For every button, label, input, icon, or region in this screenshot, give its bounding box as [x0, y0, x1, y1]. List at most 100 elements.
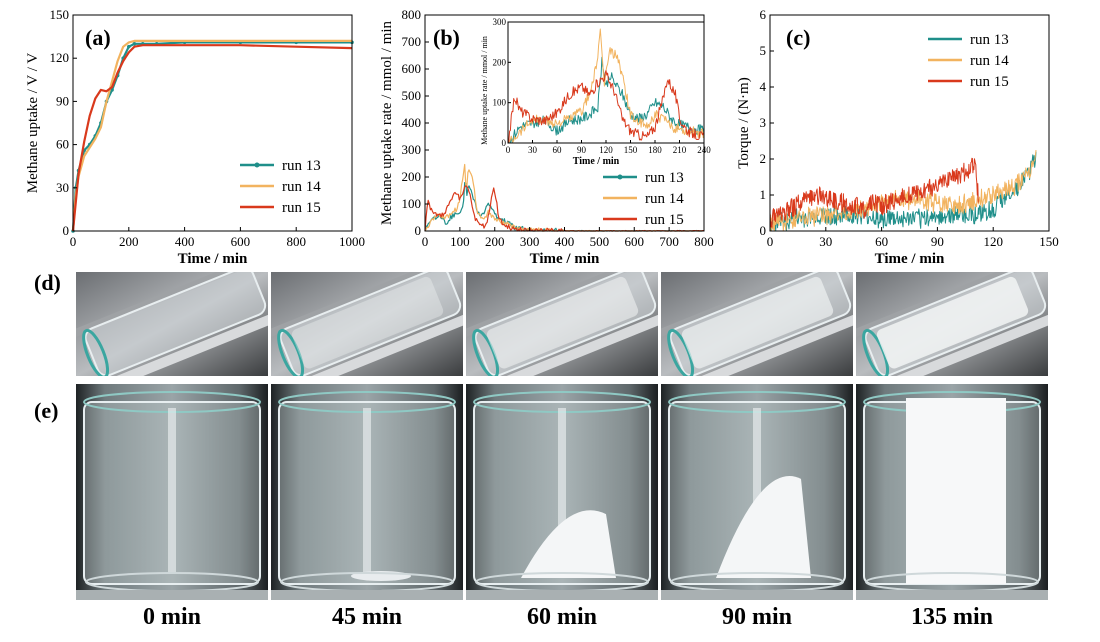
x-axis-label: Time / min — [178, 251, 248, 267]
legend-label: run 14 — [970, 53, 1009, 69]
inset-y-tick-label: 300 — [493, 17, 507, 27]
x-tick-label: 1000 — [339, 234, 365, 249]
x-tick-label: 400 — [175, 234, 195, 249]
x-tick-label: 60 — [875, 234, 888, 249]
y-tick-label: 600 — [402, 61, 422, 76]
y-tick-label: 300 — [402, 142, 422, 157]
legend-label: run 14 — [282, 179, 321, 195]
legend-marker — [617, 174, 623, 180]
inset-x-tick-label: 210 — [673, 145, 687, 155]
legend-label: run 14 — [645, 191, 684, 207]
panel-label: (c) — [786, 25, 810, 50]
x-tick-label: 120 — [983, 234, 1003, 249]
x-tick-label: 0 — [70, 234, 77, 249]
series-line — [71, 44, 353, 232]
legend: run 13 run 14 run 15 — [928, 32, 1009, 90]
inset-x-tick-label: 180 — [648, 145, 662, 155]
time-label: 135 min — [910, 604, 993, 630]
photo-e-1 — [76, 384, 268, 600]
x-axis-label: Time / min — [875, 251, 945, 267]
inset-y-tick-label: 0 — [502, 138, 507, 148]
inset-x-tick-label: 90 — [577, 145, 587, 155]
inset-x-tick-label: 120 — [599, 145, 613, 155]
data-point — [127, 44, 131, 49]
y-tick-label: 400 — [402, 115, 422, 130]
legend-label: run 13 — [970, 32, 1009, 48]
x-tick-label: 800 — [694, 234, 714, 249]
photo-d-4 — [661, 272, 853, 376]
series-run-15 — [769, 157, 979, 228]
time-label: 60 min — [526, 604, 597, 630]
y-axis-label: Methane uptake / V / V — [25, 53, 41, 194]
chart-c: 0 30 60 90 120 150 0 1 2 3 4 5 6 Time / min Torque / (… — [736, 7, 1059, 267]
x-tick-label: 90 — [931, 234, 944, 249]
x-tick-label: 200 — [119, 234, 139, 249]
photo-d-2 — [271, 272, 463, 376]
y-tick-label: 800 — [402, 7, 422, 22]
photo-drawing — [856, 384, 1048, 600]
y-tick-label: 1 — [760, 187, 767, 202]
y-tick-label: 30 — [56, 180, 69, 195]
legend-label: run 13 — [282, 158, 321, 174]
inset-x-tick-label: 0 — [506, 145, 511, 155]
photo-d-5 — [856, 272, 1048, 376]
series-line — [769, 157, 979, 228]
legend-label: run 15 — [645, 212, 684, 228]
inset-x-tick-label: 240 — [697, 145, 711, 155]
plot-frame — [72, 14, 353, 232]
photo-drawing — [271, 384, 463, 600]
y-tick-label: 4 — [760, 79, 767, 94]
inset-series-group — [508, 28, 704, 143]
inset-x-tick-label: 60 — [553, 145, 563, 155]
y-tick-label: 0 — [63, 223, 70, 238]
inset-y-tick-label: 200 — [493, 57, 507, 67]
series-run-14 — [71, 39, 352, 232]
inset-series-run-15 — [508, 70, 704, 143]
y-tick-label: 60 — [56, 137, 69, 152]
photo-d-3 — [466, 272, 658, 376]
y-tick-label: 0 — [760, 223, 767, 238]
y-tick-label: 5 — [760, 43, 767, 58]
series-line — [71, 39, 352, 232]
inset-y-tick-label: 100 — [493, 98, 507, 108]
chart-b-inset: 0 30 60 90 120 150 180 210 240 0 100 200 300 Time / m… — [480, 17, 711, 167]
x-tick-label: 600 — [625, 234, 645, 249]
photo-drawing — [76, 384, 268, 600]
y-tick-label: 200 — [402, 169, 422, 184]
time-label: 0 min — [142, 604, 201, 630]
x-tick-label: 400 — [555, 234, 575, 249]
photo-drawing — [271, 272, 463, 376]
y-tick-label: 2 — [760, 151, 767, 166]
y-axis-label: Torque / (N·m) — [736, 77, 752, 168]
series-run-14 — [769, 150, 1037, 232]
x-tick-label: 0 — [767, 234, 774, 249]
y-axis-label: Methane uptake rate / mmol / min — [379, 20, 395, 225]
panel-label: (b) — [433, 25, 460, 50]
photo-e-2 — [271, 384, 463, 600]
data-point — [132, 42, 137, 46]
photo-drawing — [856, 272, 1048, 376]
x-tick-label: 30 — [819, 234, 832, 249]
y-tick-label: 0 — [415, 223, 422, 238]
series-run-15 — [71, 44, 353, 232]
photo-drawing — [76, 272, 268, 376]
time-label: 45 min — [331, 604, 402, 630]
photo-drawing — [661, 272, 853, 376]
y-tick-label: 100 — [402, 196, 422, 211]
legend-label: run 15 — [282, 200, 321, 216]
photo-e-5 — [856, 384, 1048, 600]
y-tick-label: 700 — [402, 34, 422, 49]
series-line — [769, 150, 1037, 232]
y-tick-label: 500 — [402, 88, 422, 103]
x-tick-label: 100 — [450, 234, 470, 249]
inset-x-axis-label: Time / min — [573, 156, 620, 167]
time-label: 90 min — [721, 604, 792, 630]
photo-drawing — [466, 272, 658, 376]
photo-drawing — [466, 384, 658, 600]
x-tick-label: 200 — [485, 234, 505, 249]
chart-b: 0 100 200 300 400 500 600 700 800010020030040050… — [379, 7, 714, 267]
photo-e-4 — [661, 384, 853, 600]
legend-label: run 15 — [970, 74, 1009, 90]
y-tick-label: 90 — [56, 93, 69, 108]
